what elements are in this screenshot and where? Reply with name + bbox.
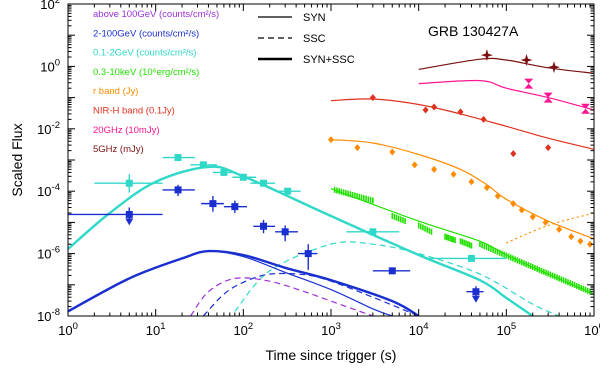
data-points [68,49,593,303]
data-point [542,218,549,226]
data-point [250,179,276,187]
data-point [545,144,552,152]
model-curve [202,272,419,316]
legend-entry: 0.1-2GeV (counts/cm²/s) [93,48,196,59]
x-tick-label: 103 [321,321,341,338]
data-point [372,267,411,275]
data-point [548,61,560,74]
data-point [328,136,334,144]
legend-entry: NIR-H band (0.1Jy) [93,106,175,117]
data-point [556,225,563,233]
data-point [346,228,400,236]
data-point [483,184,490,192]
data-point [190,161,217,169]
legend-entry: 20GHz (10mJy) [93,125,160,136]
data-point [568,233,575,241]
data-point [520,54,533,66]
data-point [297,244,318,270]
y-tick-label: 10-4 [37,182,60,199]
data-point [529,213,536,221]
y-tick-label: 10-6 [37,245,60,262]
data-point [543,92,553,103]
legend-entry: r band (Jy) [93,86,138,97]
x-tick-label: 106 [584,321,600,338]
data-point [201,196,224,212]
data-point [510,150,517,158]
axes: 100 101 102 103 104 105 106 10-8 10-6 10-4 10-2 100… [37,0,600,338]
data-point [411,161,418,169]
model-curve [330,139,594,240]
data-point [524,78,534,89]
data-point [510,200,517,208]
data-point [369,94,376,102]
model-curve [68,165,534,316]
data-point [466,286,484,303]
x-tick-label: 102 [233,321,253,338]
grb-annotation: GRB 130427A [428,23,519,39]
data-point [232,173,257,181]
x-tick-label: 101 [146,321,166,338]
data-point [431,103,438,111]
legend-entry: above 100GeV (counts/cm²/s) [93,9,219,20]
data-point [518,206,525,214]
data-point [457,108,464,116]
legend-entry: 2-100GeV (counts/cm²/s) [93,28,199,39]
legend-style-label: SYN+SSC [303,54,355,66]
y-tick-label: 10-8 [37,307,60,324]
legend: above 100GeV (counts/cm²/s) 2-100GeV (cou… [93,9,355,155]
data-point [480,49,493,62]
xray-data [333,186,591,295]
data-point [425,254,507,262]
data-point [212,168,235,176]
data-point [223,200,247,214]
data-point [468,178,475,186]
data-point [162,154,195,162]
data-point [422,106,429,114]
model-curve [418,79,594,111]
data-point [253,219,276,234]
x-tick-label: 105 [496,321,516,338]
data-point [275,225,298,242]
model-curve [506,212,594,244]
x-tick-label: 100 [58,321,78,338]
data-point [275,187,301,195]
y-tick-label: 102 [40,0,60,12]
data-point [389,148,396,156]
data-point [450,170,457,178]
data-point [94,174,163,193]
data-point [586,240,593,248]
data-point [68,207,163,226]
data-point [162,184,195,197]
x-tick-label: 104 [409,321,429,338]
model-curve [330,188,594,295]
data-point [581,103,591,114]
model-curve [234,241,560,316]
legend-style-label: SSC [303,33,326,45]
legend-style-label: SYN [303,12,326,24]
data-point [577,237,584,245]
data-point [494,192,501,200]
legend-entry: 0.3-10keV (10⁶erg/cm²/s) [93,67,199,78]
model-curve [418,57,594,74]
y-tick-label: 100 [40,57,60,74]
legend-entry: 5GHz (mJy) [93,144,144,155]
y-tick-label: 10-2 [37,120,60,137]
data-point [431,165,438,173]
x-axis-title: Time since trigger (s) [266,347,397,363]
data-point [480,115,487,123]
model-curve [68,250,393,316]
model-curve [190,277,374,316]
data-point [354,144,361,152]
plot-background [68,4,594,316]
y-axis-title: Scaled Flux [9,123,25,196]
